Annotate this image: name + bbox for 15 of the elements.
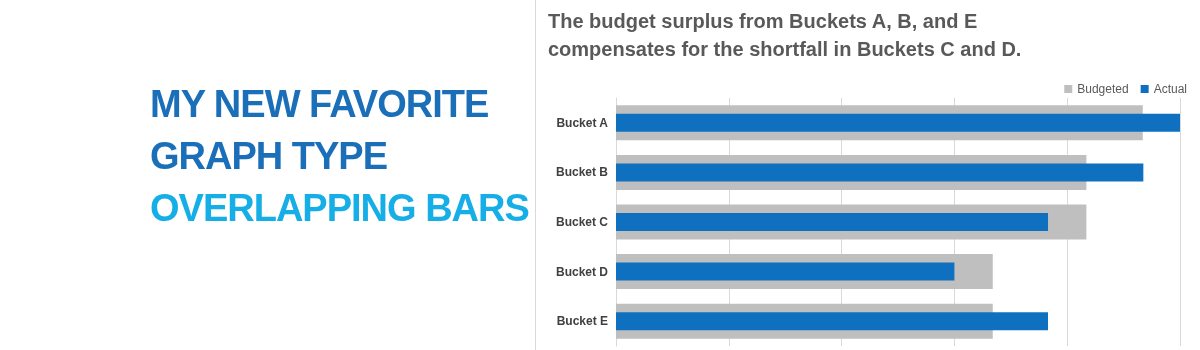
- bar: [616, 113, 1180, 132]
- legend-label: Budgeted: [1077, 82, 1129, 96]
- bar: [616, 312, 1049, 331]
- y-tick-label: Bucket C: [555, 215, 609, 229]
- chart-title: The budget surplus from Buckets A, B, and E compensates for the shortfall in Buckets C and D.: [548, 10, 1022, 60]
- text: OVERLAPPING BARS: [150, 186, 530, 231]
- bar: [616, 163, 1144, 182]
- text: MY NEW FAVORITE GRAPH TYPE: [150, 82, 490, 179]
- y-tick-label: Bucket D: [555, 264, 609, 279]
- y-tick-label: Bucket B: [555, 165, 609, 180]
- legend-label: Actual: [1153, 82, 1188, 96]
- y-tick-label: Bucket E: [556, 314, 608, 329]
- y-tick-label: Bucket A: [556, 115, 609, 130]
- bar: [616, 213, 1049, 231]
- bar: [616, 262, 955, 281]
